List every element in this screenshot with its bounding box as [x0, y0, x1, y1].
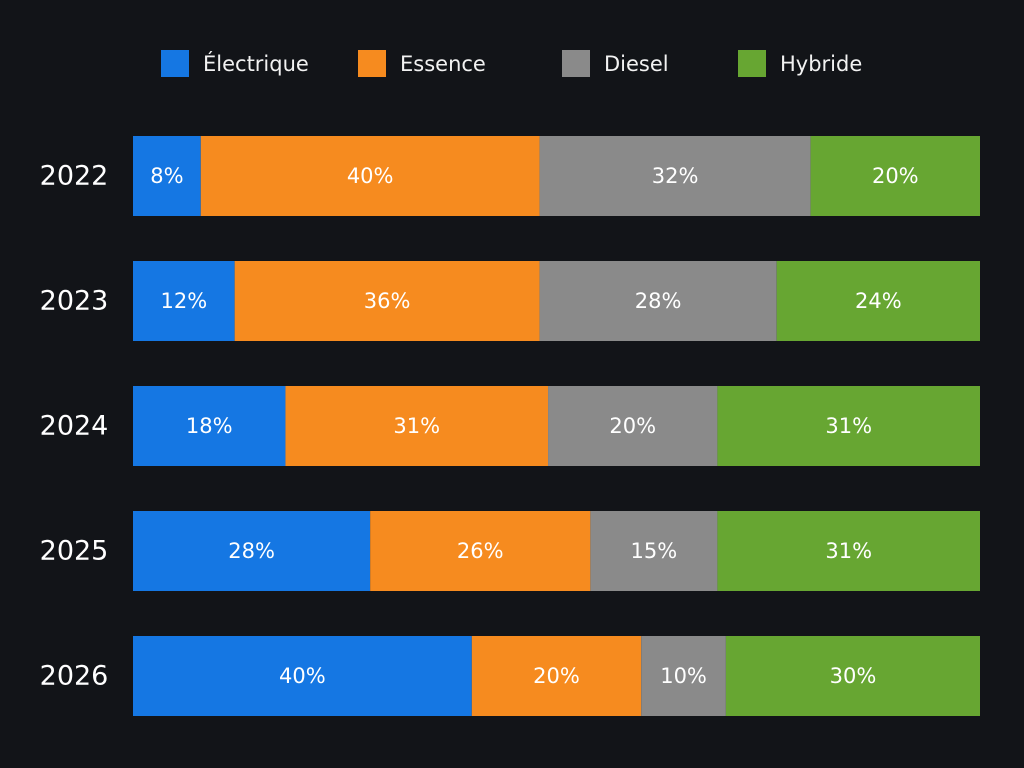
bar-segment-essence-2022	[200, 136, 540, 216]
data-label-electrique-2023: 12%	[160, 289, 207, 313]
bar-segment-hybride-2026	[725, 636, 980, 716]
data-label-hybride-2022: 20%	[872, 164, 919, 188]
data-label-electrique-2024: 18%	[186, 414, 233, 438]
bar-segment-electrique-2023	[133, 261, 235, 341]
data-label-essence-2024: 31%	[393, 414, 440, 438]
data-label-electrique-2026: 40%	[279, 664, 326, 688]
legend-label-electrique: Électrique	[203, 51, 309, 76]
bar-segment-diesel-2026	[641, 636, 726, 716]
data-label-diesel-2025: 15%	[631, 539, 678, 563]
bar-segment-electrique-2025	[133, 511, 371, 591]
legend: Électrique Essence Diesel Hybride	[161, 50, 862, 77]
bars: 2022 8% 40% 32% 20% 2023 12% 36% 28% 24% 2024 18% 31…	[40, 136, 980, 716]
year-label-2024: 2024	[40, 411, 109, 442]
data-label-diesel-2026: 10%	[660, 664, 707, 688]
bar-segment-diesel-2024	[548, 386, 718, 466]
bar-segment-essence-2023	[234, 261, 540, 341]
legend-label-hybride: Hybride	[780, 52, 862, 76]
data-label-hybride-2024: 31%	[825, 414, 872, 438]
bar-segment-diesel-2022	[539, 136, 811, 216]
bar-segment-hybride-2022	[810, 136, 980, 216]
legend-swatch-hybride	[738, 50, 766, 77]
legend-swatch-diesel	[562, 50, 590, 77]
data-label-hybride-2023: 24%	[855, 289, 902, 313]
legend-swatch-essence	[358, 50, 386, 77]
bar-segment-diesel-2023	[539, 261, 777, 341]
bar-segment-electrique-2026	[133, 636, 472, 716]
legend-swatch-electrique	[161, 50, 189, 77]
data-label-essence-2025: 26%	[457, 539, 504, 563]
data-label-diesel-2023: 28%	[635, 289, 682, 313]
data-label-diesel-2022: 32%	[652, 164, 699, 188]
bar-segment-electrique-2024	[133, 386, 286, 466]
year-label-2023: 2023	[40, 286, 109, 317]
year-label-2022: 2022	[40, 161, 109, 192]
legend-label-essence: Essence	[400, 52, 486, 76]
data-label-electrique-2022: 8%	[150, 164, 183, 188]
data-label-diesel-2024: 20%	[609, 414, 656, 438]
legend-label-diesel: Diesel	[604, 52, 669, 76]
bar-segment-essence-2026	[471, 636, 642, 716]
bar-segment-electrique-2022	[133, 136, 201, 216]
bar-segment-hybride-2024	[717, 386, 980, 466]
data-label-hybride-2025: 31%	[825, 539, 872, 563]
data-label-electrique-2025: 28%	[228, 539, 275, 563]
bar-segment-essence-2024	[285, 386, 549, 466]
bar-segment-diesel-2025	[590, 511, 718, 591]
year-label-2026: 2026	[40, 661, 109, 692]
data-label-essence-2023: 36%	[364, 289, 411, 313]
data-label-essence-2026: 20%	[533, 664, 580, 688]
data-label-essence-2022: 40%	[347, 164, 394, 188]
bar-segment-essence-2025	[370, 511, 591, 591]
year-label-2025: 2025	[40, 536, 109, 567]
bar-segment-hybride-2023	[776, 261, 980, 341]
bar-segment-hybride-2025	[717, 511, 980, 591]
data-label-hybride-2026: 30%	[830, 664, 877, 688]
